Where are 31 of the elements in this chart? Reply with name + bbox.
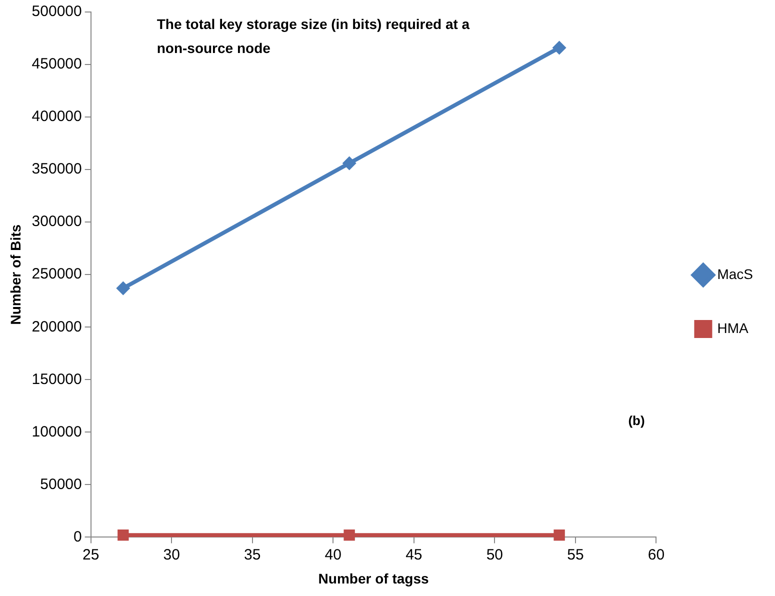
y-tick-label: 350000 xyxy=(32,160,82,178)
point xyxy=(344,530,355,541)
y-tick-label: 200000 xyxy=(32,318,82,336)
y-tick-label: 100000 xyxy=(32,423,82,440)
x-axis-title: Number of tagss xyxy=(318,570,429,586)
y-tick-label: 300000 xyxy=(32,213,82,230)
x-tick-label: 60 xyxy=(648,546,665,564)
y-tick-label: 500000 xyxy=(32,3,82,20)
y-tick-label: 0 xyxy=(74,528,82,546)
y-tick-label: 250000 xyxy=(32,266,82,283)
x-tick-label: 25 xyxy=(82,546,100,564)
x-tick-label: 55 xyxy=(567,546,584,564)
point xyxy=(552,40,566,55)
point xyxy=(116,281,130,296)
annotation: (b) xyxy=(628,413,645,428)
x-tick-label: 50 xyxy=(486,546,504,564)
y-tick-label: 450000 xyxy=(32,56,82,73)
x-tick-label: 35 xyxy=(244,546,261,564)
point xyxy=(118,530,129,541)
y-axis-title: Number of Bits xyxy=(7,224,24,325)
x-tick-label: 45 xyxy=(406,546,422,564)
x-tick-label: 30 xyxy=(163,546,180,564)
point xyxy=(554,530,565,541)
y-tick-label: 50000 xyxy=(40,476,82,493)
y-tick-label: 150000 xyxy=(32,370,82,388)
legend-label: HMA xyxy=(717,320,749,336)
text: The total key storage size (in bits) required at a non-source node xyxy=(156,16,470,56)
point xyxy=(342,156,356,170)
legend-label: MacS xyxy=(717,266,754,282)
x-tick-label: 40 xyxy=(324,546,342,564)
y-tick-label: 400000 xyxy=(32,108,82,126)
